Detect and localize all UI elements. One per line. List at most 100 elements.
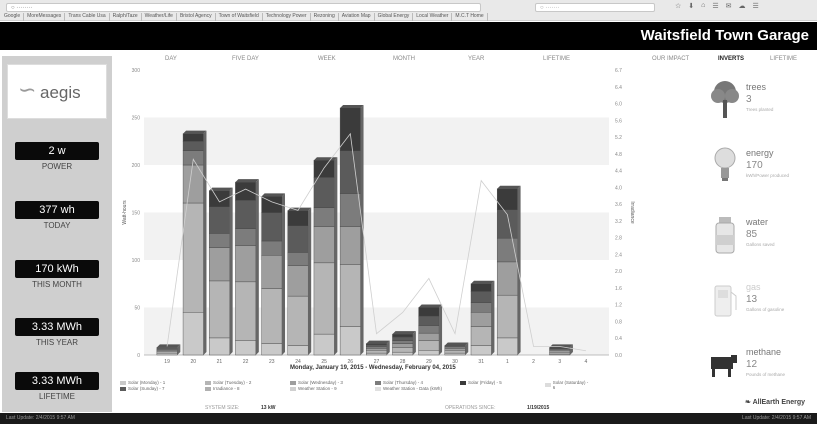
browser-toolbar-icon[interactable]: ☰ <box>712 3 719 10</box>
y-tick-label: 0 <box>137 353 140 359</box>
stat-lifetime: 3.33 MWh LIFETIME <box>2 371 112 401</box>
bar-side <box>308 207 312 355</box>
y2-tick-label: 0.4 <box>615 336 622 342</box>
bookmark-item[interactable]: Aviation Map <box>342 13 375 21</box>
bar-segment <box>418 315 440 326</box>
bar-segment <box>156 352 178 356</box>
bar-side <box>229 187 233 355</box>
bookmark-item[interactable]: Town of Waitsfield <box>219 13 263 21</box>
y2-tick-label: 3.2 <box>615 219 622 225</box>
chart-legend: Solar (Monday) - 1 Solar (Tuesday) - 2 Sol… <box>120 380 590 394</box>
legend-label: Solar (Friday) - 5 <box>468 380 502 385</box>
legend-swatch <box>120 380 126 385</box>
bookmark-item[interactable]: Rezoning <box>314 13 339 21</box>
bookmark-item[interactable]: Trans Cable Usa <box>68 13 110 21</box>
search-box[interactable]: ○ ······· <box>535 3 655 12</box>
bar-segment <box>235 181 257 201</box>
browser-toolbar-icon[interactable]: ☰ <box>752 3 759 10</box>
bar-segment <box>444 350 466 354</box>
bar-segment <box>444 348 466 351</box>
legend-item[interactable]: Solar (Friday) - 5 <box>460 380 502 385</box>
bar-segment <box>182 133 204 142</box>
bar-segment <box>339 226 361 265</box>
bar-segment <box>444 352 466 356</box>
legend-item[interactable]: Weather Station - 9 <box>290 386 337 391</box>
bar-segment <box>470 283 492 292</box>
bar-segment <box>182 312 204 356</box>
bar-segment <box>261 240 283 256</box>
tab-year[interactable]: YEAR <box>468 56 485 62</box>
bar-side <box>465 342 469 355</box>
tab-lifetime-view[interactable]: LIFETIME <box>770 56 798 62</box>
legend-item[interactable]: Solar (Sunday) - 7 <box>120 386 165 391</box>
bar-side <box>360 105 364 355</box>
tab-inverts[interactable]: INVERTS <box>718 56 745 62</box>
bookmark-item[interactable]: Weather/Life <box>145 13 177 21</box>
stat-year: 3.33 MWh THIS YEAR <box>2 317 112 347</box>
y2-tick-label: 1.6 <box>615 286 622 292</box>
y2-axis-label: Irradiance <box>629 201 635 223</box>
bar-segment <box>418 350 440 356</box>
bar-segment <box>209 206 230 234</box>
browser-toolbar-icon[interactable]: ✉ <box>725 3 732 10</box>
bar-segment <box>235 340 257 356</box>
address-bar[interactable]: ○ ········ <box>6 3 481 12</box>
bar-segment <box>313 207 335 227</box>
legend-item[interactable]: Solar (Monday) - 1 <box>120 380 165 385</box>
stat-label: LIFETIME <box>38 392 75 401</box>
bookmark-item[interactable]: Global Energy <box>378 13 414 21</box>
bar-segment <box>418 325 440 334</box>
bar-segment <box>182 150 204 166</box>
bar-side <box>386 340 390 355</box>
browser-toolbar-icon[interactable]: ⬇ <box>688 3 695 10</box>
impact-panel: trees 3 Trees planted energy 170 kWh/Pow… <box>700 70 817 410</box>
chart-band <box>144 117 609 165</box>
bar-segment <box>496 337 518 356</box>
legend-item[interactable]: Irradiance - 8 <box>205 386 240 391</box>
x-tick-label: 28 <box>400 359 406 365</box>
bar-segment <box>496 294 518 339</box>
legend-label: Irradiance - 8 <box>213 386 240 391</box>
bar-segment <box>209 247 230 282</box>
bookmark-item[interactable]: M.C.T Home <box>455 13 488 21</box>
bar-side <box>412 331 416 355</box>
bar-segment <box>182 141 204 151</box>
bookmark-item[interactable]: Technology Power <box>266 13 311 21</box>
legend-item[interactable]: Solar (Saturday) - 6 <box>545 380 590 390</box>
operations-label: OPERATIONS SINCE: <box>445 405 496 411</box>
tab-our-impact[interactable]: OUR IMPACT <box>652 56 690 62</box>
bookmark-item[interactable]: Bristol Agency <box>180 13 216 21</box>
legend-item[interactable]: Weather Station - Data (kWh) <box>375 386 442 391</box>
browser-toolbar-icon[interactable]: ⌂ <box>701 2 706 9</box>
impact-sub: Pounds of methane <box>746 372 786 377</box>
bar-segment <box>287 345 309 356</box>
stat-label: TODAY <box>43 221 71 230</box>
impact-energy: energy 170 kWh/Power produced <box>700 136 817 196</box>
bookmark-item[interactable]: Local Weather <box>416 13 453 21</box>
tab-month[interactable]: MONTH <box>393 56 415 62</box>
y2-tick-label: 1.2 <box>615 303 622 309</box>
tab-week[interactable]: WEEK <box>318 56 336 62</box>
bookmark-item[interactable]: Google <box>4 13 25 21</box>
bar-side <box>491 280 495 355</box>
tab-lifetime[interactable]: LIFETIME <box>543 56 571 62</box>
legend-swatch <box>290 386 296 391</box>
bookmark-item[interactable]: MoreMessages <box>27 13 66 21</box>
bar-segment <box>470 326 492 346</box>
legend-item[interactable]: Solar (Wednesday) - 3 <box>290 380 343 385</box>
tab-five-day[interactable]: FIVE DAY <box>232 56 259 62</box>
bar-segment <box>418 332 440 341</box>
timeframe-tabs: DAY FIVE DAY WEEK MONTH YEAR LIFETIME <box>150 54 600 66</box>
legend-item[interactable]: Solar (Tuesday) - 2 <box>205 380 251 385</box>
legend-swatch <box>460 380 466 385</box>
bar-segment <box>287 225 309 253</box>
tab-day[interactable]: DAY <box>165 56 177 62</box>
legend-item[interactable]: Solar (Thursday) - 4 <box>375 380 423 385</box>
legend-swatch <box>120 386 126 391</box>
bookmark-item[interactable]: Ralph/Taze <box>113 13 142 21</box>
cow-icon <box>711 355 737 377</box>
browser-toolbar-icon[interactable]: ☁ <box>738 3 746 10</box>
browser-toolbar-icon[interactable]: ☆ <box>675 3 682 10</box>
y-axis-label: Watt-hours <box>122 200 128 225</box>
bar-top <box>470 280 495 284</box>
